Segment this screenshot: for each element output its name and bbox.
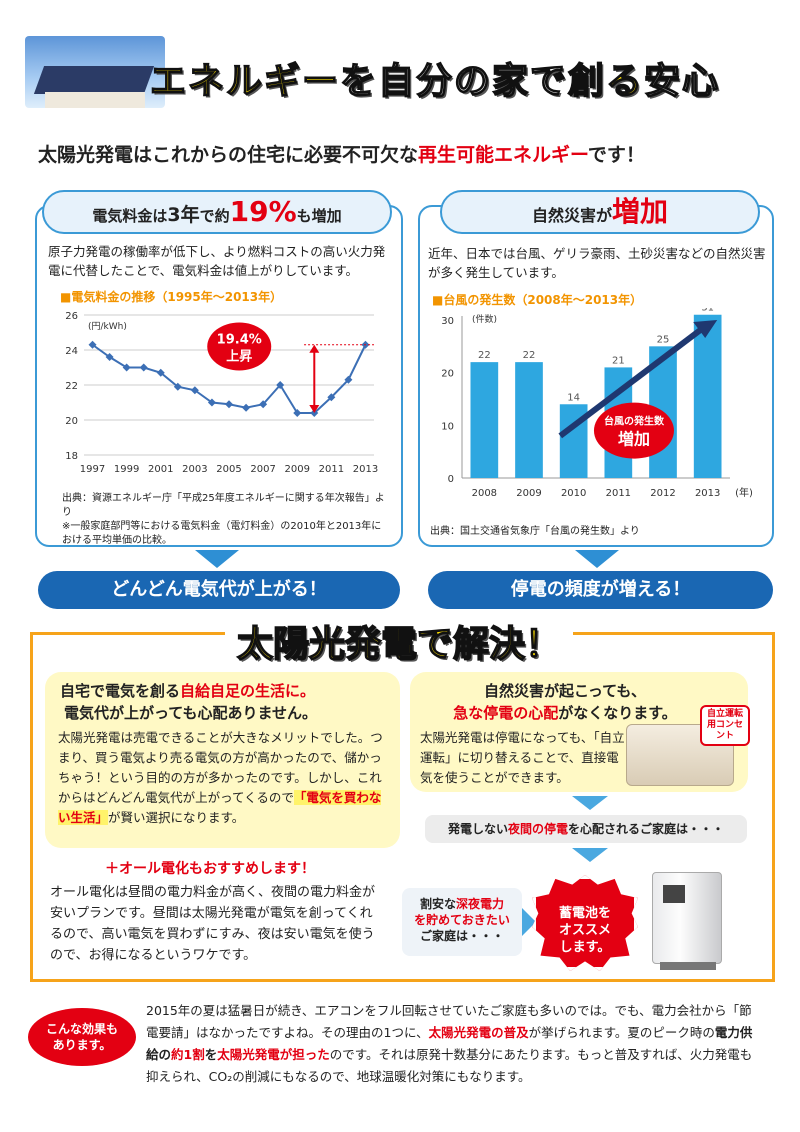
y-tick-label: 30: [441, 316, 454, 327]
bar: [515, 362, 543, 478]
battery-stand: [660, 962, 716, 970]
typhoon-bar-chart: 0 10 20 30 (件数) 22 2008 22 2009 14 2010 21 2011 25 201…: [441, 308, 753, 499]
electricity-panel: [35, 205, 403, 547]
x-tick-label: 2013: [695, 488, 720, 499]
storage-battery-icon: [652, 872, 722, 964]
down-arrow-icon: [575, 550, 619, 568]
data-point: [105, 353, 114, 361]
night-blackout-bubble: 発電しない夜間の停電を心配されるご家庭は・・・: [425, 815, 747, 843]
data-point: [276, 381, 285, 389]
data-point: [327, 393, 336, 402]
x-tick-label: 2005: [216, 464, 241, 475]
blackout-heading: 自然災害が起こっても、 急な停電の心配がなくなります。: [453, 682, 677, 722]
down-arrow-icon: [572, 848, 608, 862]
y-tick-label: 22: [65, 381, 78, 392]
electricity-line-chart: 18 20 22 24 26 1997 1999 2001 2003 2005 2007 2009 20…: [65, 311, 378, 475]
y-tick-label: 20: [441, 369, 454, 380]
y-tick-label: 24: [65, 346, 78, 357]
arrow-head-icon: [309, 405, 320, 413]
bar: [693, 314, 722, 478]
disaster-heading: 自然災害が増加: [440, 190, 760, 234]
x-tick-label: 2008: [472, 488, 497, 499]
y-tick-label: 26: [65, 311, 78, 322]
x-tick-label: 2009: [285, 464, 310, 475]
y-axis-unit: (円/kWh): [88, 321, 127, 332]
blackout-text: 太陽光発電は停電になっても、「自立運転」に切り替えることで、直接電気を使うことが…: [420, 730, 625, 785]
outlet-callout: 自立運転用コンセント: [700, 705, 750, 746]
annotation-label: 上昇: [226, 350, 252, 365]
data-point: [156, 368, 165, 377]
y-tick-label: 20: [65, 416, 78, 427]
bar: [470, 362, 499, 478]
annotation-label: 台風の発生数: [604, 415, 665, 428]
night-power-bubble: 割安な深夜電力 を貯めておきたい ご家庭は・・・: [402, 888, 522, 956]
self-sufficiency-text: 太陽光発電は売電できることが大きなメリットでした。つまり、買う電気より売る電気の…: [58, 730, 383, 825]
page-subtitle: 太陽光発電はこれからの住宅に必要不可欠な再生可能エネルギーです！: [38, 144, 645, 166]
solution-title: 太陽光発電で解決！: [225, 615, 574, 667]
x-tick-label: 1999: [114, 464, 139, 475]
x-tick-label: 2010: [561, 488, 586, 499]
house-solar-photo: [25, 36, 165, 108]
annotation-bubble: [593, 402, 674, 459]
x-tick-label: 2012: [650, 488, 675, 499]
footer-text: 2015年の夏は猛暑日が続き、エアコンをフル回転させていたご家庭も多いのでは。で…: [146, 1003, 753, 1084]
effect-badge: こんな効果もあります。: [28, 1008, 136, 1066]
disaster-text: 近年、日本では台風、ゲリラ豪雨、土砂災害などの自然災害が多く発生しています。: [428, 246, 766, 280]
data-point: [173, 382, 182, 391]
x-tick-label: 2013: [353, 464, 378, 475]
down-arrow-icon: [195, 550, 239, 568]
y-axis-unit: (件数): [472, 313, 497, 325]
all-electric-text: オール電化は昼間の電力料金が高く、夜間の電力料金が安いプランです。昼間は太陽光発…: [50, 885, 376, 963]
electricity-banner: どんどん電気代が上がる！: [38, 571, 400, 609]
bar-value-label: 25: [657, 334, 670, 345]
bar-value-label: 22: [478, 350, 491, 361]
y-tick-label: 10: [441, 421, 454, 432]
data-point: [122, 363, 131, 372]
y-tick-label: 0: [448, 474, 454, 485]
x-tick-label: 2009: [516, 488, 541, 499]
self-sufficiency-heading: 自宅で電気を創る自給自足の生活に。 電気代が上がっても心配ありません。: [60, 682, 318, 722]
x-tick-label: 1997: [80, 464, 105, 475]
disaster-banner: 停電の頻度が増える！: [428, 571, 773, 609]
arrow-head-icon: [309, 344, 320, 353]
trend-arrow: [558, 325, 706, 439]
down-arrow-icon: [572, 796, 608, 810]
data-point: [344, 375, 353, 384]
x-tick-label: 2007: [250, 464, 275, 475]
disaster-chart-title: ■台風の発生数（2008年～2013年）: [432, 293, 643, 307]
y-tick-label: 18: [65, 451, 78, 462]
data-point: [190, 386, 199, 395]
annotation-label: 19.4%: [217, 333, 262, 348]
data-point: [293, 409, 302, 417]
electricity-text: 原子力発電の稼働率が低下し、より燃料コストの高い火力発電に代替したことで、電気料…: [48, 244, 386, 278]
electricity-chart-title: ■電気料金の推移（1995年～2013年）: [60, 290, 283, 304]
arrow-head-icon: [693, 320, 718, 338]
electricity-source: 出典：資源エネルギー庁「平成25年度エネルギーに関する年次報告」より ※一般家庭部…: [62, 493, 385, 546]
data-point: [88, 340, 97, 349]
page-title: エネルギーを自分の家で創る安心: [149, 60, 721, 103]
all-electric-heading: ＋オール電化もおすすめします！: [105, 861, 315, 877]
disaster-source: 出典：国土交通省気象庁「台風の発生数」より: [430, 526, 640, 537]
x-axis-unit: (年): [735, 486, 753, 499]
bar-value-label: 21: [612, 355, 625, 366]
x-tick-label: 2011: [319, 464, 344, 475]
annotation-label: 増加: [618, 430, 650, 449]
x-tick-label: 2011: [606, 488, 631, 499]
data-point: [242, 403, 251, 412]
data-point: [259, 400, 268, 409]
data-point: [225, 400, 233, 409]
data-point: [139, 363, 148, 372]
bar-value-label: 31: [701, 308, 714, 314]
electricity-heading: 電気料金は3年で約19%も増加: [42, 190, 392, 234]
bar-value-label: 22: [523, 350, 536, 361]
right-arrow-icon: [522, 908, 536, 936]
annotation-bubble: [207, 322, 272, 371]
data-point: [207, 398, 216, 407]
x-tick-label: 2001: [148, 464, 173, 475]
x-tick-label: 2003: [182, 464, 207, 475]
bar-value-label: 14: [567, 392, 580, 403]
